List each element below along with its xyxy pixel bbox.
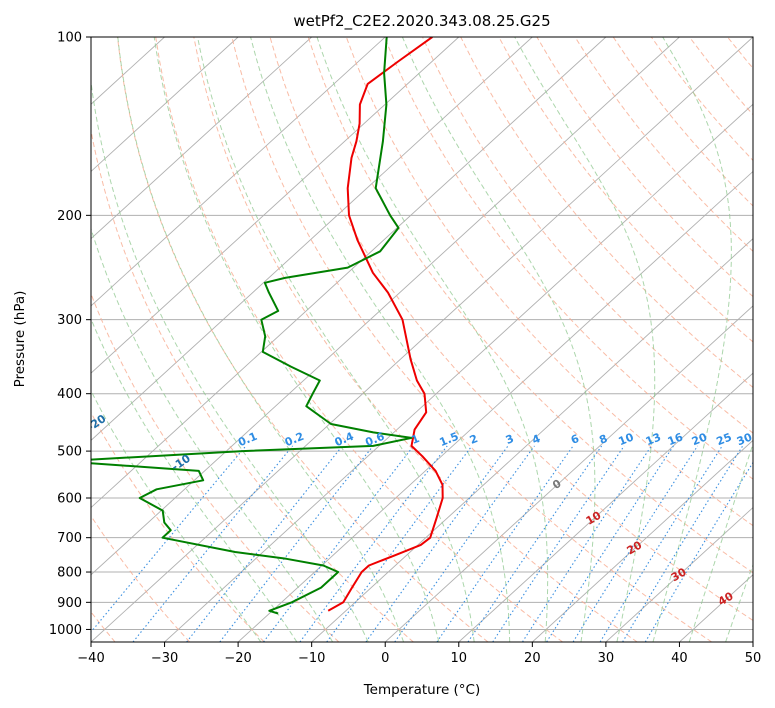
dry-adiabat-line — [193, 37, 638, 642]
x-axis-label: Temperature (°C) — [363, 682, 481, 698]
x-tick-label: −20 — [224, 651, 251, 666]
moist-adiabat-line — [316, 37, 549, 642]
mixing-ratio-line — [522, 445, 652, 642]
isotherm-line — [91, 37, 312, 240]
mixing-ratio-label: 16 — [666, 430, 685, 448]
mixing-ratio-label: 3 — [504, 432, 516, 447]
mixing-ratio-label: 1 — [409, 432, 421, 447]
mixing-ratio-line — [599, 445, 723, 642]
series-layer — [91, 37, 444, 615]
isotherm-line — [532, 439, 753, 642]
isotherm-line — [237, 170, 753, 642]
dry-adiabat-line — [345, 37, 753, 527]
mixing-ratio-line — [546, 445, 674, 642]
plot-frame — [90, 36, 754, 643]
moist-adiabat-line — [91, 78, 369, 642]
isotherm-line — [164, 103, 753, 642]
mixing-ratio-label: 2 — [468, 432, 480, 447]
mixing-ratio-line — [186, 445, 343, 642]
mixing-ratio-line — [622, 445, 744, 642]
dry-adiabat-line — [117, 37, 489, 642]
y-tick-label: 200 — [57, 209, 82, 224]
dewpoint-profile — [91, 37, 413, 615]
x-tick-label: 30 — [598, 651, 615, 666]
moist-adiabat-line — [91, 317, 298, 642]
moist-adiabat-line — [117, 37, 405, 642]
moist-adiabat-line — [91, 389, 262, 642]
y-tick-label: 100 — [57, 31, 82, 46]
y-tick-label: 300 — [57, 313, 82, 328]
dry-adiabat-line — [231, 37, 712, 642]
moist-adiabat-line — [197, 37, 475, 642]
temperature-profile — [327, 37, 444, 612]
moist-adiabat-line — [401, 37, 596, 642]
dry-adiabat-line — [269, 37, 753, 622]
x-tick-label: −30 — [151, 651, 178, 666]
mixing-ratio-line — [467, 445, 603, 642]
mixing-ratio-label: 10 — [617, 430, 636, 448]
moist-adiabat-line — [725, 563, 753, 642]
mixing-ratio-line — [365, 445, 509, 642]
isotherm-line — [458, 372, 753, 642]
moist-adiabat-line — [153, 37, 440, 642]
isotherm-line — [605, 506, 753, 642]
y-tick-label: 800 — [57, 566, 82, 581]
y-tick-label: 1000 — [49, 623, 82, 638]
mixing-ratio-line — [436, 445, 574, 642]
x-tick-label: 0 — [381, 651, 389, 666]
mixing-ratio-line — [263, 445, 415, 642]
moist-adiabat-line — [250, 37, 511, 642]
isotherm-line — [91, 37, 533, 441]
moist-adiabat-line — [91, 227, 334, 642]
isotherm-line — [91, 37, 239, 173]
mixing-ratio-label: 25 — [715, 431, 734, 449]
dry-adiabat-line — [498, 37, 753, 343]
dry-adiabat-line — [155, 37, 563, 642]
mixing-ratio-label: 30 — [735, 430, 754, 448]
axes: −40 −30 −20 −10 0 10 20 30 40 50 100 200 300 400 500 60… — [49, 31, 761, 667]
x-tick-label: 40 — [671, 651, 688, 666]
dry-adiabat-line — [422, 37, 753, 434]
isotherm-line — [91, 37, 386, 307]
mixing-ratio-line — [644, 461, 753, 642]
y-tick-label: 900 — [57, 596, 82, 611]
isotherm-line — [311, 238, 753, 642]
isotherm-line — [91, 37, 680, 576]
mixing-ratio-line — [219, 445, 374, 642]
y-axis-label: Pressure (hPa) — [12, 291, 28, 388]
chart-title: wetPf2_C2E2.2020.343.08.25.G25 — [293, 12, 550, 31]
x-tick-label: 20 — [524, 651, 541, 666]
background-lines — [91, 37, 753, 642]
isotherm-line — [384, 305, 753, 642]
mixing-ratio-label: 13 — [644, 431, 663, 449]
x-tick-label: −40 — [77, 651, 104, 666]
isotherm-line — [91, 37, 753, 642]
moist-adiabat-line — [514, 37, 656, 642]
y-tick-label: 500 — [57, 445, 82, 460]
isotherm-line — [91, 37, 607, 509]
y-tick-label: 400 — [57, 387, 82, 402]
mixing-ratio-line — [572, 445, 699, 642]
x-tick-label: 50 — [745, 651, 762, 666]
mixing-ratio-line — [299, 445, 448, 642]
mixing-ratio-line — [492, 445, 625, 642]
y-tick-label: 700 — [57, 531, 82, 546]
mixing-ratio-line — [91, 445, 247, 633]
dry-adiabat-line — [307, 37, 753, 574]
dry-adiabat-line — [91, 127, 414, 642]
mixing-ratio-line — [394, 445, 535, 642]
line-labels: -100-90-80-70-60-50-40-30-20-10010203040… — [91, 412, 754, 609]
mixing-ratio-label: 8 — [597, 432, 609, 447]
moist-adiabat-line — [652, 37, 732, 642]
dry-adiabat-line — [91, 411, 265, 642]
mixing-ratio-label: 20 — [690, 430, 709, 448]
y-tick-label: 600 — [57, 492, 82, 507]
x-tick-label: 10 — [451, 651, 468, 666]
x-tick-label: −10 — [298, 651, 325, 666]
